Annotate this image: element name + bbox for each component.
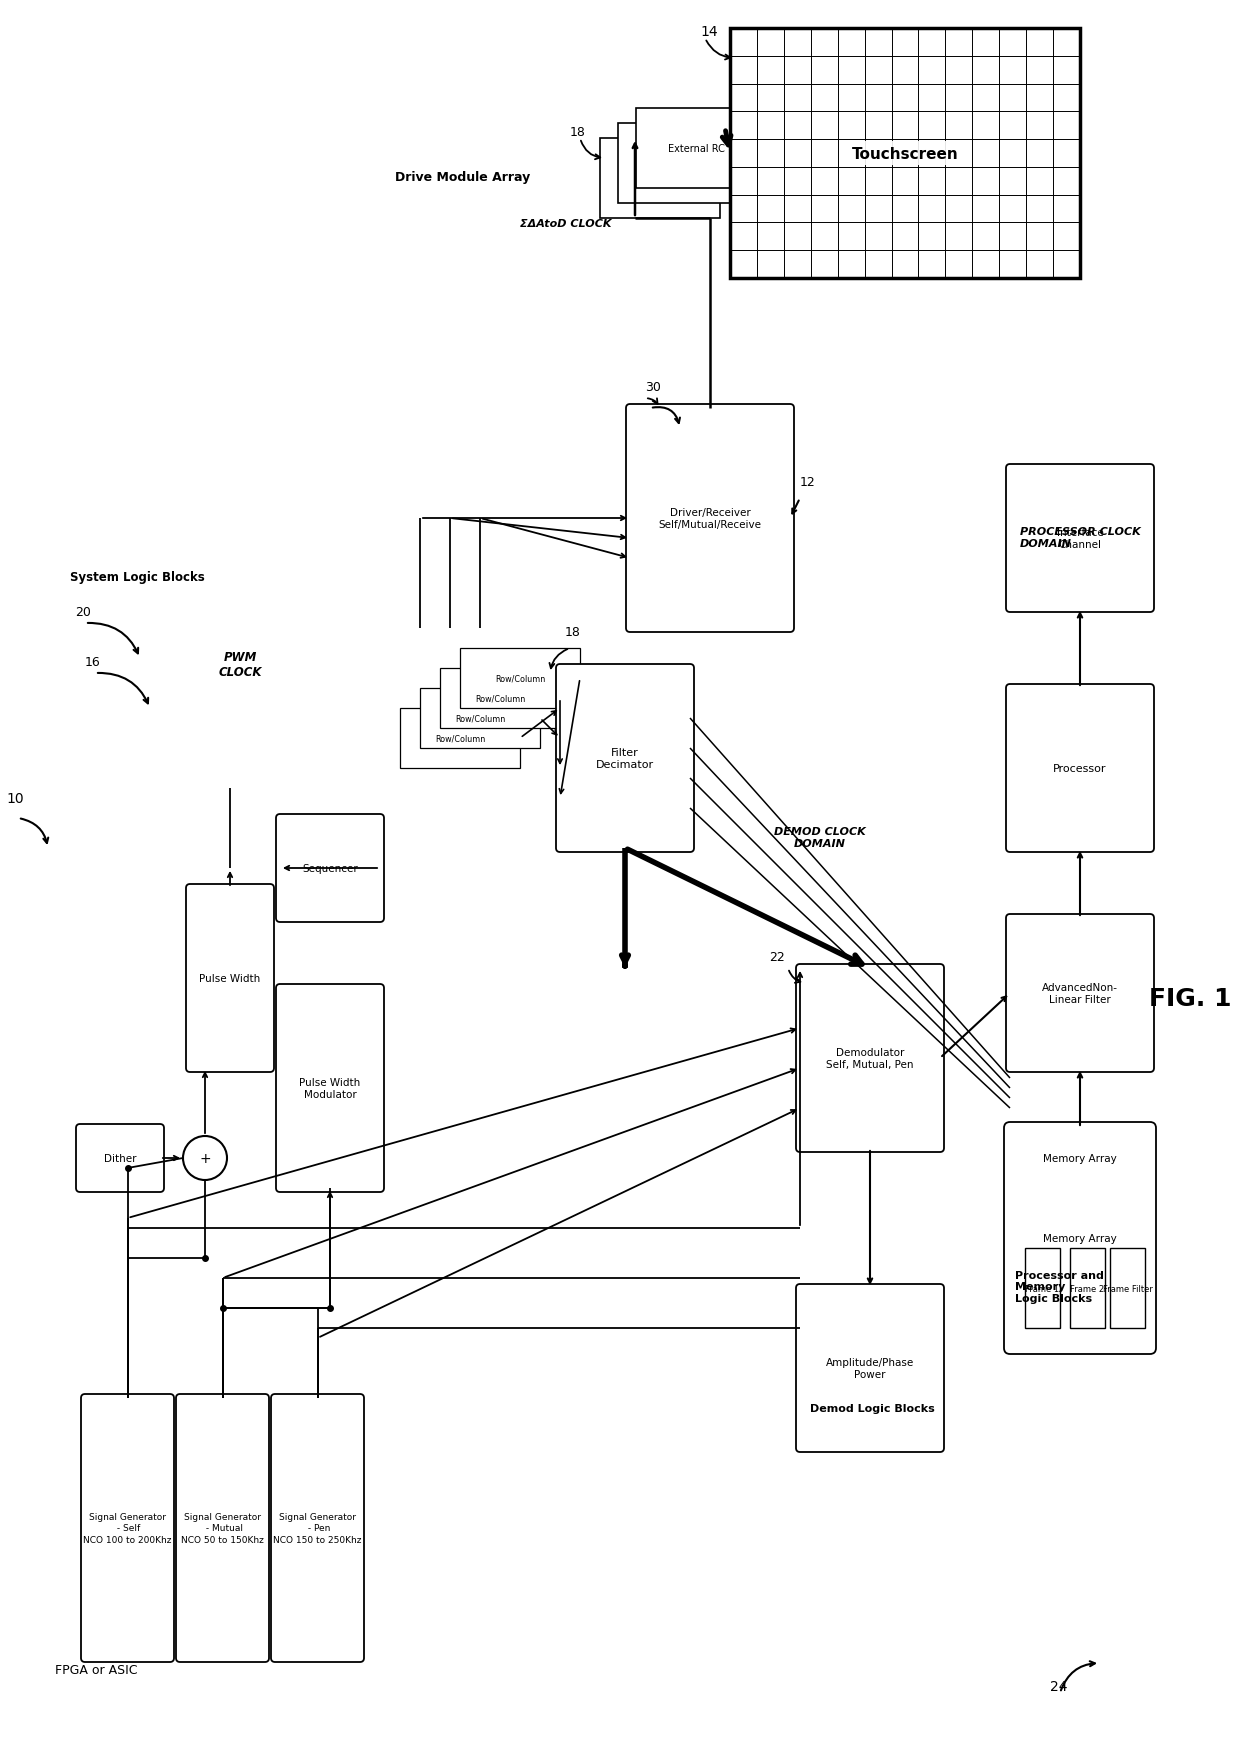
Bar [618,124,738,205]
Text: DEMOD CLOCK
DOMAIN: DEMOD CLOCK DOMAIN [774,827,866,848]
Text: Demod Logic Blocks: Demod Logic Blocks [810,1404,935,1412]
Text: Amplitude/Phase
Power: Amplitude/Phase Power [826,1356,914,1379]
Bar [60,598,379,1668]
Bar [379,199,930,898]
Text: 30: 30 [645,381,661,393]
Text: Touchscreen: Touchscreen [852,147,959,161]
Text: 24: 24 [1050,1680,1068,1694]
Bar [440,669,560,729]
Text: Signal Generator
 - Mutual
NCO 50 to 150Khz: Signal Generator - Mutual NCO 50 to 150K… [181,1512,264,1543]
Text: Pulse Width: Pulse Width [200,974,260,984]
Bar [600,138,720,218]
Text: 16: 16 [86,656,100,669]
Bar [420,689,539,748]
Text: ΣΔAtoD CLOCK: ΣΔAtoD CLOCK [520,218,611,229]
FancyBboxPatch shape [176,1395,269,1662]
Text: Demodulator
Self, Mutual, Pen: Demodulator Self, Mutual, Pen [826,1047,914,1070]
FancyBboxPatch shape [556,664,694,853]
Text: 10: 10 [6,792,24,806]
Text: AdvancedNon-
Linear Filter: AdvancedNon- Linear Filter [1042,982,1118,1005]
Text: Frame Filter: Frame Filter [1102,1283,1152,1294]
FancyBboxPatch shape [76,1124,164,1192]
Text: +: + [200,1152,211,1166]
Bar [800,1423,1011,1662]
Text: PWM
CLOCK: PWM CLOCK [218,650,262,678]
Text: Memory Array: Memory Array [1043,1234,1117,1243]
FancyBboxPatch shape [272,1395,365,1662]
Text: Driver/Receiver
Self/Mutual/Receive: Driver/Receiver Self/Mutual/Receive [658,507,761,530]
Text: Sequencer: Sequencer [303,864,358,874]
Text: 18: 18 [570,126,585,138]
Text: Row/Column: Row/Column [475,694,525,703]
Bar [401,708,520,769]
Text: 22: 22 [769,951,785,963]
Text: FPGA or ASIC: FPGA or ASIC [55,1662,138,1676]
Bar [730,30,1080,280]
Text: Row/Column: Row/Column [455,715,505,724]
Text: Interface
Channel: Interface Channel [1056,528,1104,551]
Bar [790,199,1011,1668]
Text: Signal Generator
 - Self
NCO 100 to 200Khz: Signal Generator - Self NCO 100 to 200Kh… [83,1512,172,1543]
Bar [460,649,580,708]
Bar [1070,1248,1105,1328]
Text: 14: 14 [701,24,718,38]
Text: Processor: Processor [1053,764,1107,774]
Text: Row/Column: Row/Column [435,734,485,743]
FancyBboxPatch shape [186,884,274,1072]
Text: 20: 20 [74,605,91,619]
Text: Signal Generator
 - Pen
NCO 150 to 250Khz: Signal Generator - Pen NCO 150 to 250Khz [273,1512,362,1543]
Bar [1004,1313,1154,1662]
FancyBboxPatch shape [277,815,384,923]
Text: Frame 2: Frame 2 [1070,1283,1105,1294]
Bar [1110,1248,1145,1328]
Text: FIG. 1: FIG. 1 [1148,986,1231,1010]
Text: Row/Column: Row/Column [495,675,546,683]
Text: Filter
Decimator: Filter Decimator [596,748,653,769]
FancyBboxPatch shape [626,406,794,633]
Text: Drive Module Array: Drive Module Array [396,171,531,184]
Bar [999,199,1159,1668]
Text: 12: 12 [800,475,816,489]
Text: Processor and
Memory
Logic Blocks: Processor and Memory Logic Blocks [1016,1271,1104,1304]
FancyBboxPatch shape [1006,465,1154,612]
Text: PROCESSOR CLOCK
DOMAIN: PROCESSOR CLOCK DOMAIN [1021,528,1141,549]
Text: Dither: Dither [104,1154,136,1164]
Bar [636,108,756,189]
FancyBboxPatch shape [796,1285,944,1453]
FancyBboxPatch shape [1006,914,1154,1072]
Text: System Logic Blocks: System Logic Blocks [69,570,205,584]
FancyBboxPatch shape [277,984,384,1192]
Bar [1025,1248,1060,1328]
Text: External RC: External RC [667,143,724,154]
FancyBboxPatch shape [796,965,944,1152]
Bar [45,288,1125,1689]
FancyBboxPatch shape [1006,685,1154,853]
FancyBboxPatch shape [1004,1122,1156,1355]
Text: Memory Array: Memory Array [1043,1154,1117,1164]
FancyBboxPatch shape [81,1395,174,1662]
Text: Frame 1: Frame 1 [1025,1283,1059,1294]
Text: 18: 18 [565,626,580,638]
Text: Pulse Width
Modulator: Pulse Width Modulator [299,1077,361,1099]
